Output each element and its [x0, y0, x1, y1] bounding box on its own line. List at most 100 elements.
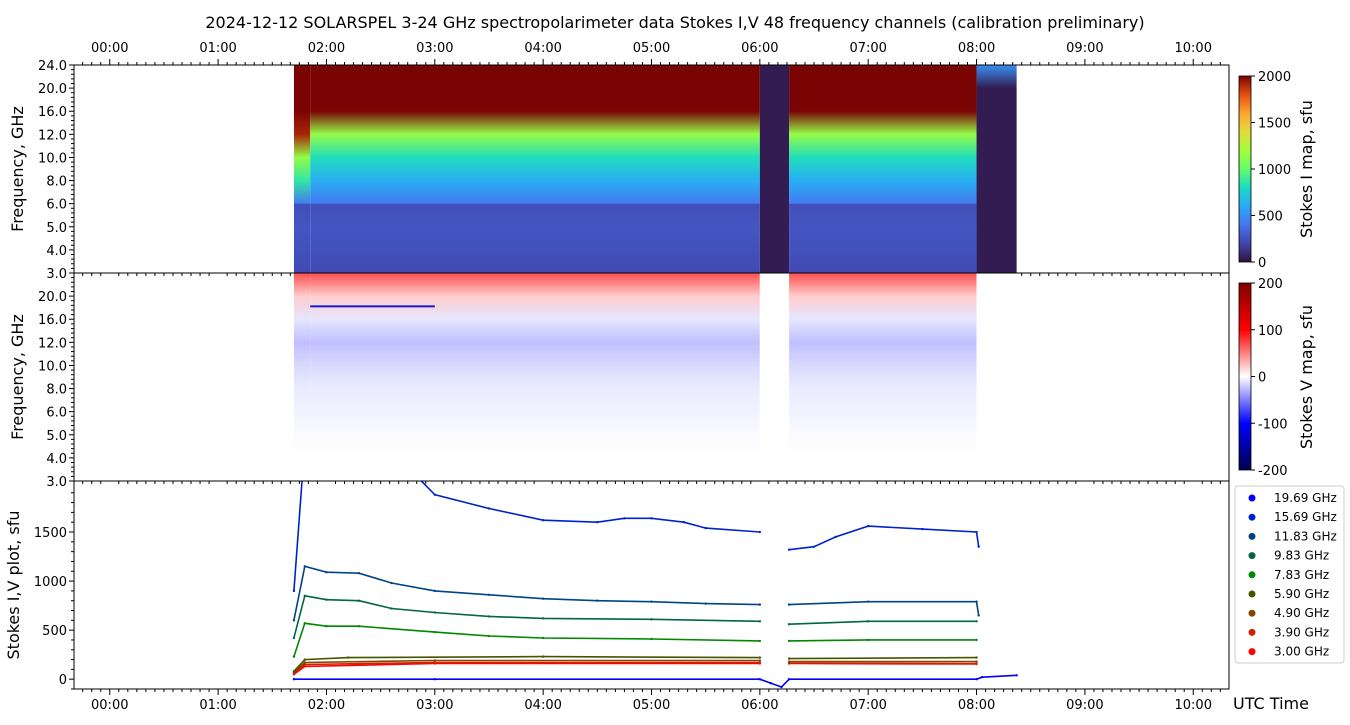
time-tick-label: 00:00	[91, 41, 128, 56]
time-tick-label: 05:00	[633, 41, 670, 56]
freq-ylabel-top: Frequency, GHz	[8, 106, 27, 232]
freq-tick-label: 3.0	[46, 475, 67, 490]
time-tick-label: 01:00	[199, 41, 236, 56]
legend-entry: 11.83 GHz	[1274, 529, 1337, 543]
series-line-11-83-GHz	[293, 565, 760, 621]
legend: 19.69 GHz 15.69 GHz 11.83 GHz 9.83 GHz 7.83 …	[1234, 485, 1345, 664]
colorbar-tick-label: 2000	[1258, 70, 1291, 85]
freq-tick-label: 10.0	[38, 151, 67, 166]
heatmap-segment-gap	[759, 65, 790, 273]
freq-ylabel-mid: Frequency, GHz	[8, 314, 27, 440]
time-tick-label: 07:00	[849, 41, 886, 56]
line-plot-panel: 0 500 1000 1500	[34, 480, 1230, 690]
legend-entry: 19.69 GHz	[1274, 491, 1337, 505]
time-tick-label: 03:00	[416, 41, 453, 56]
series-line-7-83-GHz	[789, 639, 977, 642]
colorbar-tick-label: 1500	[1258, 117, 1291, 132]
heatmap-segment-gap	[759, 273, 790, 481]
legend-frame	[1234, 485, 1345, 664]
series-line-15-69-GHz	[420, 481, 760, 533]
time-tick-label: 04:00	[524, 698, 561, 713]
legend-marker	[1248, 513, 1256, 521]
freq-tick-label: 6.0	[46, 198, 67, 213]
freq-tick-label: 3.0	[46, 267, 67, 282]
stokes-v-map-panel: 3.0 4.0 5.0 6.0 8.0 10.0 12.0 16.0 20.0	[38, 272, 1230, 490]
top-time-axis: 00:00 01:00 02:00 03:00 04:00 05:00 06:00 07:00…	[82, 41, 1221, 65]
colorbar-tick-label: 0	[1258, 371, 1266, 386]
time-tick-label: 06:00	[741, 41, 778, 56]
chart-title: 2024-12-12 SOLARSPEL 3-24 GHz spectropol…	[205, 13, 1144, 32]
freq-tick-label: 24.0	[38, 59, 67, 74]
freq-tick-label: 4.0	[46, 244, 67, 259]
legend-marker	[1248, 532, 1256, 540]
v-map-negative-stripe	[310, 305, 435, 308]
time-tick-label: 01:00	[199, 698, 236, 713]
time-tick-label: 02:00	[308, 41, 345, 56]
y-tick-label: 0	[59, 673, 67, 688]
colorbar-tick-label: 100	[1258, 324, 1283, 339]
legend-entry: 3.00 GHz	[1274, 645, 1329, 659]
time-tick-label: 04:00	[524, 41, 561, 56]
heatmap-segment-data	[789, 65, 977, 273]
series-line-15-69-GHz	[789, 525, 980, 551]
legend-entry: 4.90 GHz	[1274, 606, 1329, 620]
legend-marker	[1248, 571, 1256, 579]
freq-tick-label: 5.0	[46, 221, 67, 236]
colorbar-tick-label: 1000	[1258, 163, 1291, 178]
y-tick-label: 500	[42, 624, 67, 639]
series-line-3-90-GHz	[293, 661, 760, 674]
time-tick-label: 10:00	[1175, 698, 1212, 713]
series-line-9-83-GHz	[293, 594, 760, 639]
freq-tick-label: 5.0	[46, 429, 67, 444]
colorbar-tick-label: -200	[1258, 464, 1288, 479]
y-tick-label: 1500	[34, 526, 67, 541]
series-line-15-69-GHz	[293, 481, 303, 591]
series-line-5-90-GHz	[789, 656, 977, 660]
time-axis-label: UTC Time	[1233, 694, 1309, 713]
freq-tick-label: 16.0	[38, 313, 67, 328]
legend-marker	[1248, 609, 1256, 617]
freq-tick-label: 16.0	[38, 105, 67, 120]
series-line-19-69-GHz	[293, 674, 1017, 688]
legend-marker	[1248, 494, 1256, 502]
heatmap-segment-data	[310, 65, 760, 273]
series-line-3-00-GHz	[293, 662, 760, 675]
legend-marker	[1248, 590, 1256, 598]
line-plot-ylabel: Stokes I,V plot, sfu	[4, 511, 23, 660]
legend-marker	[1248, 648, 1256, 656]
time-tick-label: 10:00	[1175, 41, 1212, 56]
colorbar-tick-label: 500	[1258, 210, 1283, 225]
heatmap-segment-gap	[976, 273, 1017, 481]
time-tick-label: 02:00	[308, 698, 345, 713]
freq-tick-label: 12.0	[38, 336, 67, 351]
freq-tick-label: 20.0	[38, 82, 67, 97]
cbar-i-label: Stokes I map, sfu	[1297, 100, 1316, 238]
stokes-i-map-panel: 3.0 4.0 5.0 6.0 8.0 10.0 12.0 16.0 20.0 24.0	[38, 59, 1230, 282]
colorbar-tick-label: -100	[1258, 417, 1288, 432]
time-tick-label: 07:00	[849, 698, 886, 713]
heatmap-segment-data	[789, 273, 977, 481]
freq-tick-label: 8.0	[46, 175, 67, 190]
series-line-5-90-GHz	[293, 655, 760, 672]
stokes-v-colorbar: -200 -100 0 100 200	[1238, 277, 1288, 479]
legend-entry: 7.83 GHz	[1274, 568, 1329, 582]
series-group	[292, 481, 1018, 689]
time-tick-label: 08:00	[958, 698, 995, 713]
colorbar-gradient	[1238, 282, 1252, 471]
series-line-7-83-GHz	[293, 622, 760, 657]
y-tick-label: 1000	[34, 575, 67, 590]
series-line-4-90-GHz	[293, 659, 760, 673]
time-tick-label: 03:00	[416, 698, 453, 713]
series-line-9-83-GHz	[789, 620, 977, 625]
cbar-v-label: Stokes V map, sfu	[1297, 305, 1316, 449]
time-tick-label: 05:00	[633, 698, 670, 713]
heatmap-segment-transient	[293, 273, 311, 481]
freq-tick-label: 8.0	[46, 383, 67, 398]
colorbar-tick-label: 0	[1258, 256, 1266, 271]
series-line-11-83-GHz	[789, 600, 980, 616]
stokes-i-colorbar: 0 500 1000 1500 2000	[1238, 70, 1291, 271]
bottom-time-axis: 00:00 01:00 02:00 03:00 04:00 05:00 06:00 07:00…	[82, 689, 1221, 713]
colorbar-gradient	[1238, 75, 1252, 263]
freq-tick-label: 12.0	[38, 128, 67, 143]
